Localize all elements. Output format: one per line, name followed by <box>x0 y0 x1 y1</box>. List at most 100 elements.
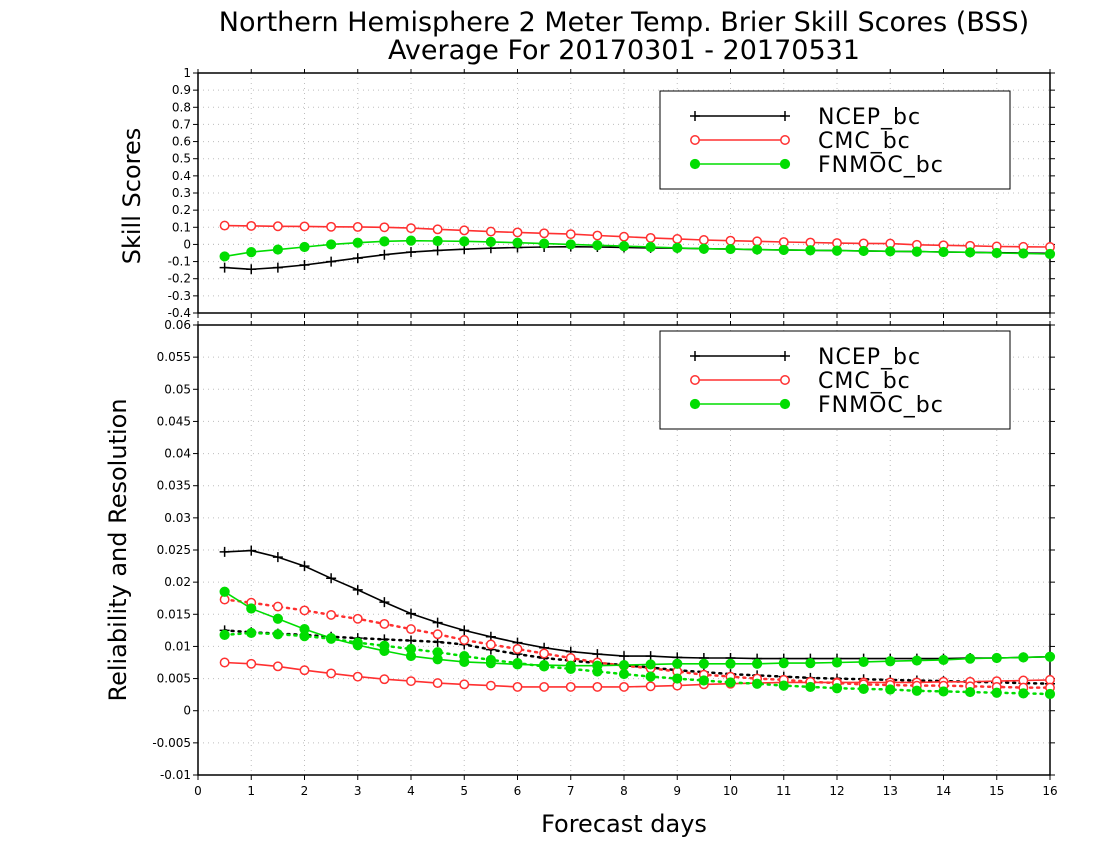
data-point-open-circle <box>672 233 683 244</box>
data-point-filled-circle <box>725 243 736 255</box>
data-point-plus <box>619 651 629 662</box>
data-point-filled-circle <box>911 246 922 257</box>
data-point-filled-circle <box>991 687 1002 698</box>
data-point-open-circle <box>539 228 550 239</box>
data-point-plus <box>219 262 230 273</box>
data-point-filled-circle <box>326 633 337 644</box>
data-point-open-circle <box>752 236 763 247</box>
chart-title-line-2: Average For 20170301 - 20170531 <box>388 35 860 66</box>
y-tick-label: 0.045 <box>157 414 191 428</box>
data-point-plus <box>459 625 470 636</box>
x-tick-label: 6 <box>514 784 522 798</box>
data-point-filled-circle <box>752 244 763 255</box>
y-tick-label: 0.055 <box>157 350 191 364</box>
data-point-filled-circle <box>512 658 523 669</box>
data-point-filled-circle <box>405 235 417 246</box>
legend-label: CMC_bc <box>818 129 911 154</box>
y-tick-label: 0.03 <box>164 511 191 525</box>
data-point-filled-circle <box>565 239 576 250</box>
data-point-filled-circle <box>831 245 843 256</box>
data-point-plus <box>299 561 310 572</box>
data-point-open-circle <box>592 681 603 692</box>
legend-marker <box>780 135 790 145</box>
data-point-open-circle <box>432 678 443 689</box>
data-point-filled-circle <box>618 659 630 671</box>
series-line-ncep-bc-dotted <box>223 629 1052 685</box>
data-point-filled-circle <box>911 685 922 696</box>
data-point-filled-circle <box>272 613 283 624</box>
y-tick-label: -0.1 <box>168 255 191 269</box>
x-tick-label: 14 <box>936 784 951 798</box>
data-point-filled-circle <box>752 678 763 689</box>
data-point-open-circle <box>299 665 310 676</box>
data-point-filled-circle <box>965 686 976 698</box>
x-tick-label: 0 <box>194 784 202 798</box>
data-point-open-circle <box>326 609 337 620</box>
legend-marker <box>690 135 700 145</box>
data-point-filled-circle <box>272 244 283 255</box>
data-point-open-circle <box>406 624 416 635</box>
data-point-plus <box>246 264 257 275</box>
data-point-filled-circle <box>618 241 630 252</box>
data-point-open-circle <box>459 679 470 690</box>
data-point-filled-circle <box>645 241 656 253</box>
data-point-plus <box>246 545 257 556</box>
data-point-filled-circle <box>272 629 283 640</box>
x-tick-label: 9 <box>673 784 681 798</box>
data-point-filled-circle <box>459 650 470 662</box>
y-tick-label: 0.005 <box>157 672 191 686</box>
x-tick-label: 2 <box>301 784 309 798</box>
y-tick-label: 0.025 <box>157 543 191 557</box>
data-point-filled-circle <box>352 637 363 648</box>
y-tick-label: -0.005 <box>152 736 191 750</box>
data-point-filled-circle <box>965 653 976 664</box>
data-point-filled-circle <box>831 657 843 668</box>
data-point-filled-circle <box>698 675 709 686</box>
data-point-filled-circle <box>698 658 709 669</box>
data-point-filled-circle <box>1044 651 1056 662</box>
x-tick-label: 10 <box>723 784 738 798</box>
data-point-filled-circle <box>539 661 550 672</box>
legend-label: CMC_bc <box>818 369 911 394</box>
x-tick-label: 11 <box>776 784 791 798</box>
data-point-open-circle <box>406 676 416 687</box>
legend-label: NCEP_bc <box>818 105 921 130</box>
data-point-open-circle <box>485 226 496 237</box>
data-point-filled-circle <box>778 680 789 691</box>
data-point-filled-circle <box>698 243 709 254</box>
y-tick-label: 0.04 <box>164 447 191 461</box>
series-line-fnmoc-bc-dotted <box>223 631 1052 696</box>
data-point-filled-circle <box>299 631 310 642</box>
y-tick-label: 0.3 <box>172 186 191 200</box>
data-point-plus <box>272 262 283 273</box>
legend-marker <box>780 375 790 385</box>
x-tick-label: 16 <box>1042 784 1057 798</box>
data-point-open-circle <box>326 668 337 679</box>
legend-marker <box>689 158 701 170</box>
data-point-filled-circle <box>778 658 789 669</box>
data-point-filled-circle <box>672 673 683 684</box>
data-point-open-circle <box>645 232 656 243</box>
y-tick-label: 0.2 <box>172 203 191 217</box>
data-point-filled-circle <box>459 236 470 247</box>
data-point-plus <box>379 597 390 608</box>
data-point-open-circle <box>512 644 523 654</box>
y-tick-label: -0.01 <box>160 768 191 782</box>
data-point-plus <box>406 608 416 619</box>
x-tick-label: 12 <box>829 784 844 798</box>
legend-marker <box>779 398 791 410</box>
data-point-open-circle <box>272 601 283 612</box>
data-point-filled-circle <box>485 236 496 247</box>
data-point-filled-circle <box>618 668 630 680</box>
y-tick-label: 0 <box>183 237 191 251</box>
y-tick-label: 1 <box>183 66 191 80</box>
legend-label: FNMOC_bc <box>818 393 944 418</box>
legend-marker <box>690 375 700 385</box>
data-point-filled-circle <box>1044 248 1056 260</box>
data-point-plus <box>352 584 363 595</box>
series-line-fnmoc-bc <box>223 239 1051 258</box>
data-point-filled-circle <box>911 655 922 666</box>
data-point-filled-circle <box>246 247 257 258</box>
x-tick-label: 4 <box>407 784 415 798</box>
y-tick-label: 0.7 <box>172 117 191 131</box>
